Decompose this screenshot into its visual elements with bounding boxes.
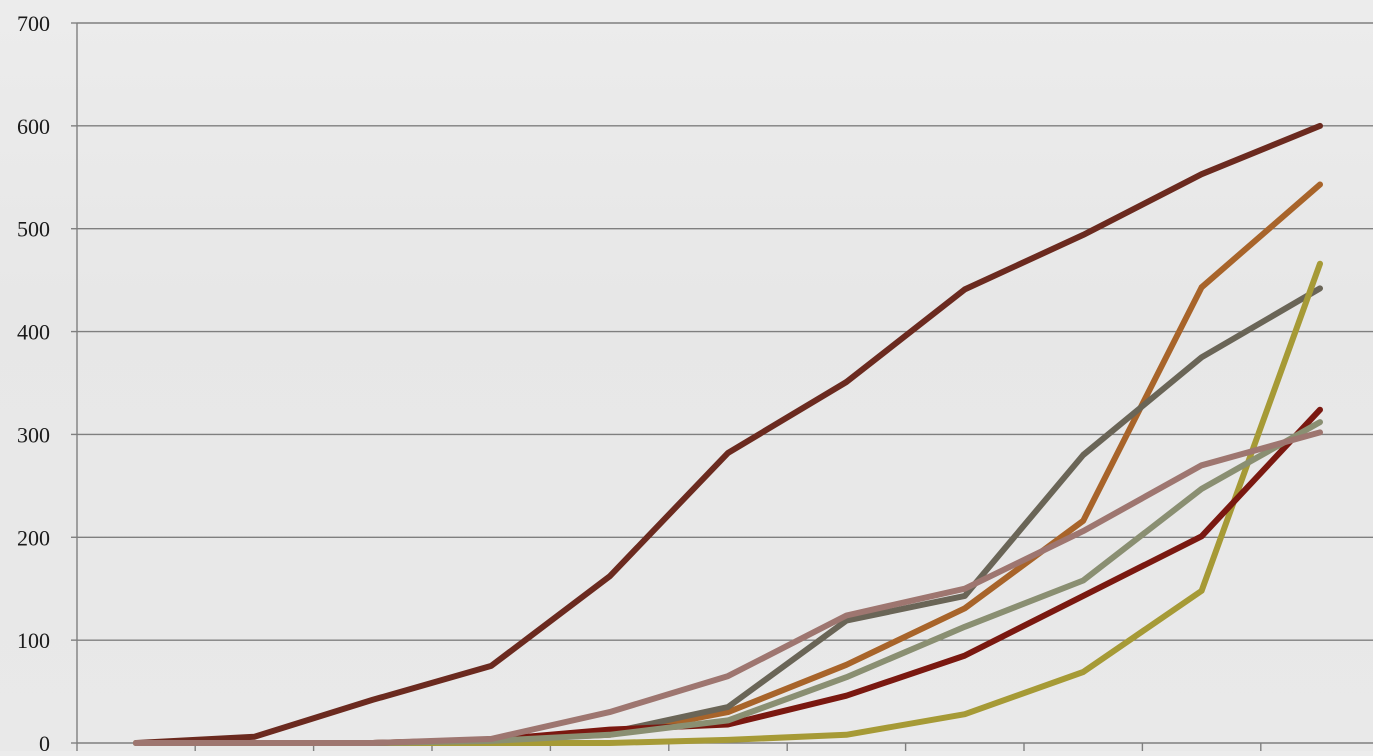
- y-tick-labels: 0 100 200 300 400 500 600 700: [17, 11, 50, 756]
- series-line-6: [133, 419, 1323, 746]
- series-lines: [133, 122, 1323, 746]
- y-tick-label: 100: [17, 628, 50, 653]
- y-tick-label: 500: [17, 217, 50, 242]
- series-line-4: [133, 260, 1323, 746]
- y-tick-label: 200: [17, 525, 50, 550]
- y-tick-label: 400: [17, 320, 50, 345]
- series-line-1: [133, 122, 1323, 746]
- y-tick-label: 700: [17, 11, 50, 36]
- series-line-2: [133, 181, 1323, 746]
- series-line-7: [133, 429, 1323, 746]
- y-tick-label: 0: [39, 731, 50, 751]
- gridlines: [77, 22, 1373, 641]
- y-tick-label: 600: [17, 114, 50, 139]
- axes: [71, 22, 1373, 751]
- series-line-5: [133, 406, 1323, 746]
- y-tick-label: 300: [17, 422, 50, 447]
